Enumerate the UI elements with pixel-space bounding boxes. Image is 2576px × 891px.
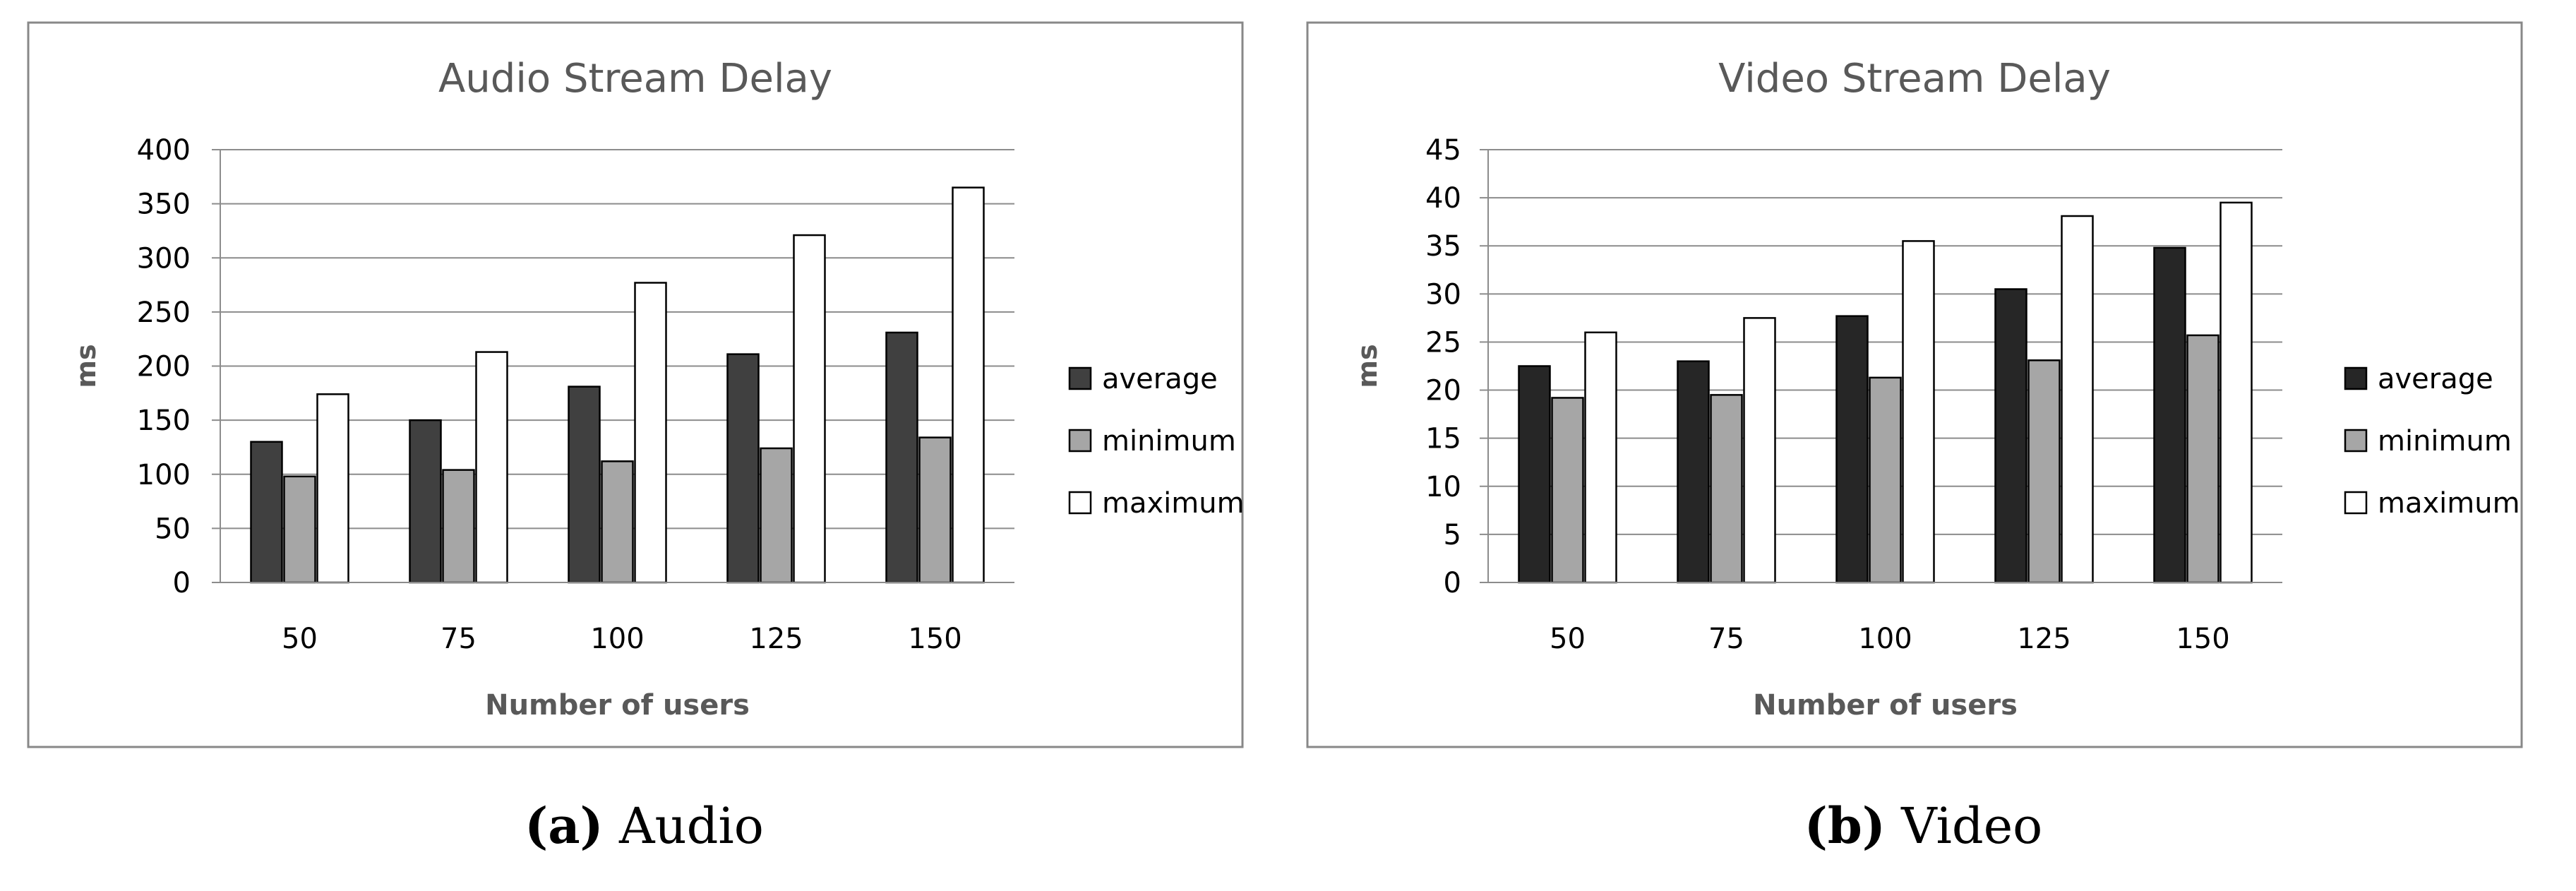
bar-minimum-50	[1551, 397, 1584, 584]
legend-label-average: average	[1102, 363, 1218, 395]
bar-minimum-100	[601, 460, 634, 584]
bar-maximum-125	[793, 234, 826, 584]
x-tick-label: 100	[1858, 623, 1912, 655]
bar-minimum-125	[760, 447, 793, 584]
bar-average-100	[568, 385, 601, 584]
bar-average-100	[1835, 315, 1869, 584]
y-tick-label: 5	[1444, 519, 1461, 551]
legend-label-maximum: maximum	[2378, 487, 2520, 520]
bar-maximum-75	[1743, 317, 1776, 584]
y-tick-label: 300	[137, 242, 191, 275]
y-axis-label: ms	[71, 344, 102, 388]
caption-b: (b) Video	[1279, 796, 2568, 860]
y-axis-label: ms	[1352, 344, 1383, 388]
y-tick-label: 45	[1425, 134, 1461, 167]
legend-label-minimum: minimum	[2378, 425, 2512, 458]
bar-maximum-100	[1902, 240, 1935, 584]
bar-minimum-150	[2186, 334, 2219, 584]
bar-maximum-150	[952, 186, 985, 584]
bar-average-50	[250, 441, 283, 584]
bar-average-150	[885, 331, 918, 584]
bar-maximum-100	[634, 282, 667, 584]
x-tick-label: 125	[2017, 623, 2071, 655]
x-tick-label: 100	[590, 623, 644, 655]
bar-maximum-50	[316, 393, 349, 584]
y-tick-label: 50	[155, 513, 191, 545]
x-axis-label: Number of users	[1753, 689, 2018, 722]
bar-minimum-125	[2027, 359, 2061, 584]
panel-audio: Audio Stream Delay 0 50 100 150 200 250 300 350 4…	[0, 21, 1288, 860]
bar-minimum-75	[442, 469, 475, 584]
x-tick-label: 50	[1550, 623, 1586, 655]
x-axis-label: Number of users	[485, 689, 750, 722]
bar-average-50	[1518, 365, 1551, 584]
y-tick-label: 20	[1425, 375, 1461, 407]
x-tick-label: 125	[749, 623, 803, 655]
legend-label-maximum: maximum	[1102, 487, 1245, 520]
legend-label-minimum: minimum	[1102, 425, 1236, 458]
y-tick-label: 200	[137, 351, 191, 383]
bar-average-150	[2153, 246, 2186, 584]
caption-a-label: (a)	[525, 796, 604, 855]
video-chart: Video Stream Delay 0 5 10 15 20 25 30 35 40 45 ms 50…	[1306, 21, 2523, 748]
caption-a-text: Audio	[603, 797, 764, 855]
y-tick-label: 400	[137, 134, 191, 167]
bar-maximum-50	[1584, 331, 1617, 584]
bar-minimum-100	[1869, 376, 1902, 584]
caption-b-label: (b)	[1804, 796, 1886, 855]
legend-swatch-minimum	[1068, 429, 1092, 453]
x-tick-label: 75	[1708, 623, 1744, 655]
x-tick-label: 50	[282, 623, 318, 655]
y-tick-label: 30	[1425, 278, 1461, 311]
bar-average-125	[726, 353, 760, 584]
bar-minimum-150	[918, 436, 952, 584]
chart-title: Audio Stream Delay	[438, 56, 832, 102]
bar-maximum-150	[2219, 201, 2253, 584]
legend-swatch-minimum	[2344, 429, 2368, 453]
y-tick-label: 250	[137, 297, 191, 329]
caption-a: (a) Audio	[0, 796, 1288, 860]
panel-video: Video Stream Delay 0 5 10 15 20 25 30 35 40 45 ms 50…	[1279, 0, 2568, 891]
y-tick-label: 25	[1425, 326, 1461, 359]
bar-minimum-50	[283, 475, 316, 584]
bar-maximum-125	[2061, 215, 2094, 584]
y-tick-label: 350	[137, 189, 191, 221]
x-tick-label: 150	[908, 623, 961, 655]
y-tick-label: 150	[137, 405, 191, 437]
y-tick-label: 100	[137, 459, 191, 491]
x-tick-label: 150	[2176, 623, 2229, 655]
y-tick-label: 10	[1425, 471, 1461, 503]
bar-minimum-75	[1710, 394, 1743, 584]
y-tick-label: 0	[173, 567, 191, 599]
y-tick-label: 15	[1425, 423, 1461, 455]
legend-label-average: average	[2378, 363, 2493, 395]
legend-swatch-maximum	[1068, 491, 1092, 515]
audio-chart: Audio Stream Delay 0 50 100 150 200 250 300 350 4…	[27, 21, 1245, 748]
bar-maximum-75	[475, 351, 508, 584]
bar-average-125	[1994, 288, 2027, 584]
bar-average-75	[1677, 360, 1710, 584]
x-tick-label: 75	[441, 623, 477, 655]
legend-swatch-average	[1068, 366, 1092, 390]
y-tick-label: 35	[1425, 230, 1461, 263]
chart-title: Video Stream Delay	[1718, 56, 2111, 102]
legend-swatch-average	[2344, 366, 2368, 390]
legend-swatch-maximum	[2344, 491, 2368, 515]
caption-b-text: Video	[1885, 797, 2043, 855]
y-tick-label: 0	[1444, 567, 1461, 599]
bar-average-75	[409, 419, 442, 584]
y-tick-label: 40	[1425, 182, 1461, 215]
